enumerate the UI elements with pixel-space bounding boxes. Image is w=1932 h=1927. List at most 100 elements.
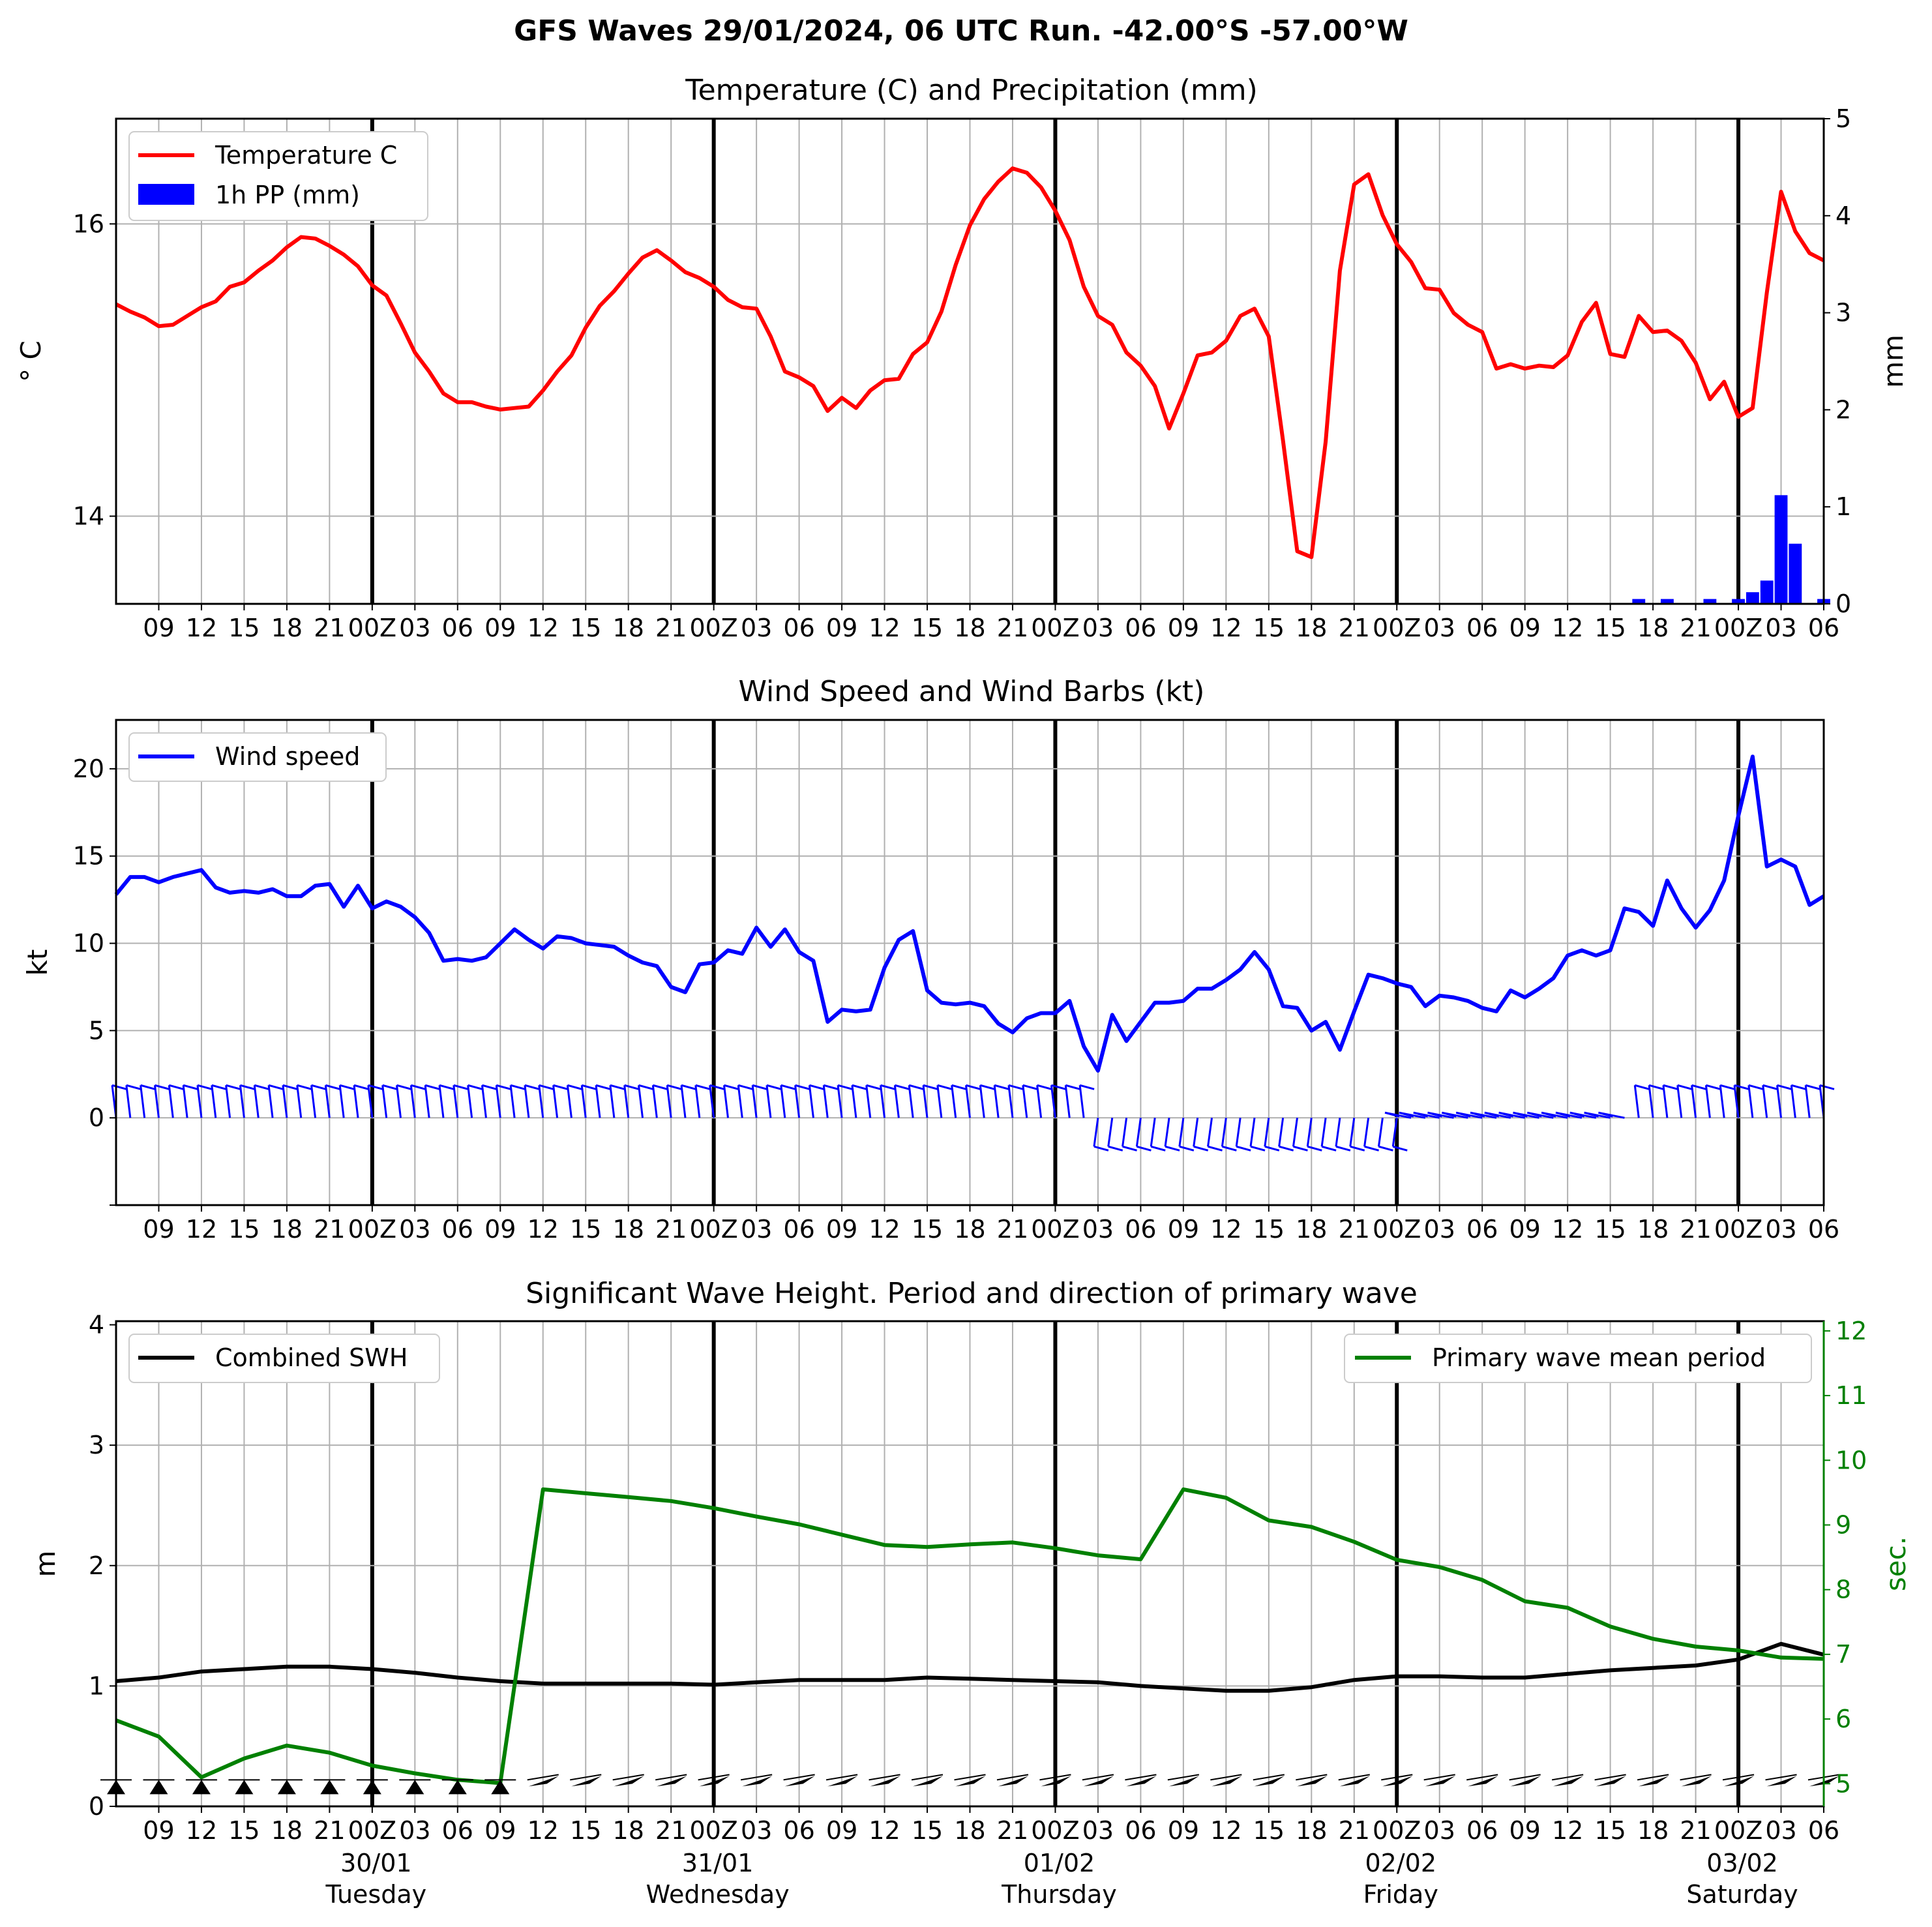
x-tick-label: 15 (228, 614, 260, 642)
swh-y-ticks: 0 1 2 3 4 (89, 1311, 116, 1821)
wind-barb (936, 1085, 943, 1118)
wave-direction-shaft (527, 1774, 559, 1781)
x-tick-label: 18 (613, 1215, 644, 1244)
x-tick-label: 00Z (689, 614, 737, 642)
wave-direction-arrow (1126, 1776, 1157, 1787)
wind-barb (794, 1085, 801, 1118)
legend-wind-label: Wind speed (215, 742, 360, 771)
x-tick-label: 03 (741, 614, 772, 642)
wind-barb (751, 1085, 758, 1118)
x-tick-label: 18 (613, 614, 644, 642)
wind-barb-flag (1569, 1111, 1585, 1118)
x-tick-label: 15 (912, 614, 943, 642)
day-labels: 30/01 Tuesday 31/01 Wednesday 01/02 Thursday 0… (325, 1849, 1798, 1909)
y-tick-label: 20 (73, 754, 104, 783)
x-tick-label: 00Z (348, 1816, 396, 1845)
wind-barb-flag (1279, 1145, 1294, 1152)
wind-barb (1221, 1117, 1227, 1147)
wind-barb-flag (624, 1084, 640, 1090)
wind-barb-flag (1526, 1111, 1542, 1118)
wind-barb-flag (1706, 1084, 1721, 1090)
precip-bars (1632, 495, 1830, 604)
wind-barb-flag (1399, 1111, 1414, 1118)
wind-barb-flag (908, 1084, 924, 1090)
x-tick-label: 09 (1509, 614, 1540, 642)
y-right-tick-label: 8 (1835, 1576, 1851, 1604)
x-tick-label: 03 (1765, 1215, 1796, 1244)
x-tick-label: 12 (1210, 1215, 1241, 1244)
wind-barb-flag (1648, 1084, 1664, 1090)
wind-barb (1050, 1085, 1056, 1118)
wind-barb (1704, 1085, 1711, 1118)
wind-barb (381, 1085, 388, 1118)
x-tick-label: 21 (997, 1215, 1028, 1244)
wind-barb (453, 1085, 459, 1118)
wind-barb-flag (1165, 1145, 1180, 1152)
wind-barb (737, 1085, 743, 1118)
wave-direction-arrow (657, 1776, 687, 1787)
legend-period-label: Primary wave mean period (1432, 1343, 1766, 1372)
wind-barb (1691, 1085, 1697, 1118)
x-tick-label: 12 (869, 614, 900, 642)
wind-barb-flag (766, 1084, 782, 1090)
wave-direction-arrow (870, 1776, 900, 1787)
wind-barb (524, 1085, 530, 1118)
wave-direction-arrow (1382, 1776, 1413, 1787)
swh-line (115, 1641, 1824, 1693)
wind-barb-flag (140, 1084, 156, 1090)
wind-barb (865, 1085, 872, 1118)
x-tick-label: 21 (997, 1816, 1028, 1845)
wind-barb-flag (1691, 1084, 1706, 1090)
period-legend: Primary wave mean period (1344, 1334, 1812, 1383)
wind-barb (1264, 1117, 1270, 1147)
wind-barb-flag (1541, 1111, 1556, 1118)
temperature-y-ticks: 14 16 (73, 209, 116, 531)
wind-barb-flag (282, 1084, 298, 1090)
x-tick-label: 21 (314, 1816, 345, 1845)
wave-direction-arrow (235, 1780, 254, 1795)
wind-barb-flag (923, 1084, 938, 1090)
x-tick-label: 00Z (1373, 1816, 1421, 1845)
wave-direction-shaft (996, 1774, 1029, 1781)
wind-barb-flag (937, 1084, 953, 1090)
wind-barb-flag (183, 1084, 198, 1090)
x-tick-label: 00Z (1714, 1215, 1762, 1244)
wave-direction-shaft (1338, 1774, 1370, 1781)
wind-barb (808, 1085, 814, 1118)
x-tick-label: 21 (1680, 614, 1711, 642)
wind-barb (680, 1085, 687, 1118)
wave-direction-shaft (1125, 1774, 1157, 1781)
wind-barb-flag (966, 1084, 981, 1090)
wave-direction-arrow (277, 1780, 296, 1795)
x-tick-label: 12 (528, 1215, 559, 1244)
wind-barb-flag (368, 1084, 383, 1090)
panel-title-wind: Wind Speed and Wind Barbs (kt) (739, 675, 1205, 708)
wind-barb (1193, 1117, 1199, 1147)
precip-y-ticks: 0 1 2 3 4 5 (1824, 104, 1851, 618)
y-tick-label: 0 (89, 1792, 104, 1821)
day-weekday-label: Saturday (1686, 1880, 1798, 1909)
x-tick-label: 09 (143, 1816, 174, 1845)
wave-direction-arrow (491, 1780, 510, 1795)
wind-barb-flag (894, 1084, 910, 1090)
wind-barb (580, 1085, 587, 1118)
x-tick-label: 21 (1339, 1816, 1370, 1845)
y-tick-label: 3 (89, 1431, 104, 1459)
wind-barb (1662, 1085, 1669, 1118)
wave-direction-arrow (1254, 1776, 1285, 1787)
wind-barb-flag (482, 1084, 497, 1090)
wind-barb-flag (1455, 1111, 1471, 1118)
wind-barb-flag (382, 1084, 398, 1090)
x-tick-label: 21 (997, 614, 1028, 642)
y-right-tick-label: 11 (1835, 1381, 1867, 1410)
wave-direction-shaft (1637, 1774, 1669, 1781)
day-weekday-label: Thursday (1001, 1880, 1117, 1909)
wave-direction-arrow (1041, 1776, 1071, 1787)
wind-barb-flag (510, 1084, 526, 1090)
wind-barb (1306, 1117, 1313, 1147)
x-tick-label: 12 (1210, 614, 1241, 642)
wind-barb (424, 1085, 430, 1118)
x-tick-label: 15 (912, 1816, 943, 1845)
wind-barb-flag (1598, 1111, 1613, 1118)
wave-direction-shaft (954, 1774, 986, 1781)
